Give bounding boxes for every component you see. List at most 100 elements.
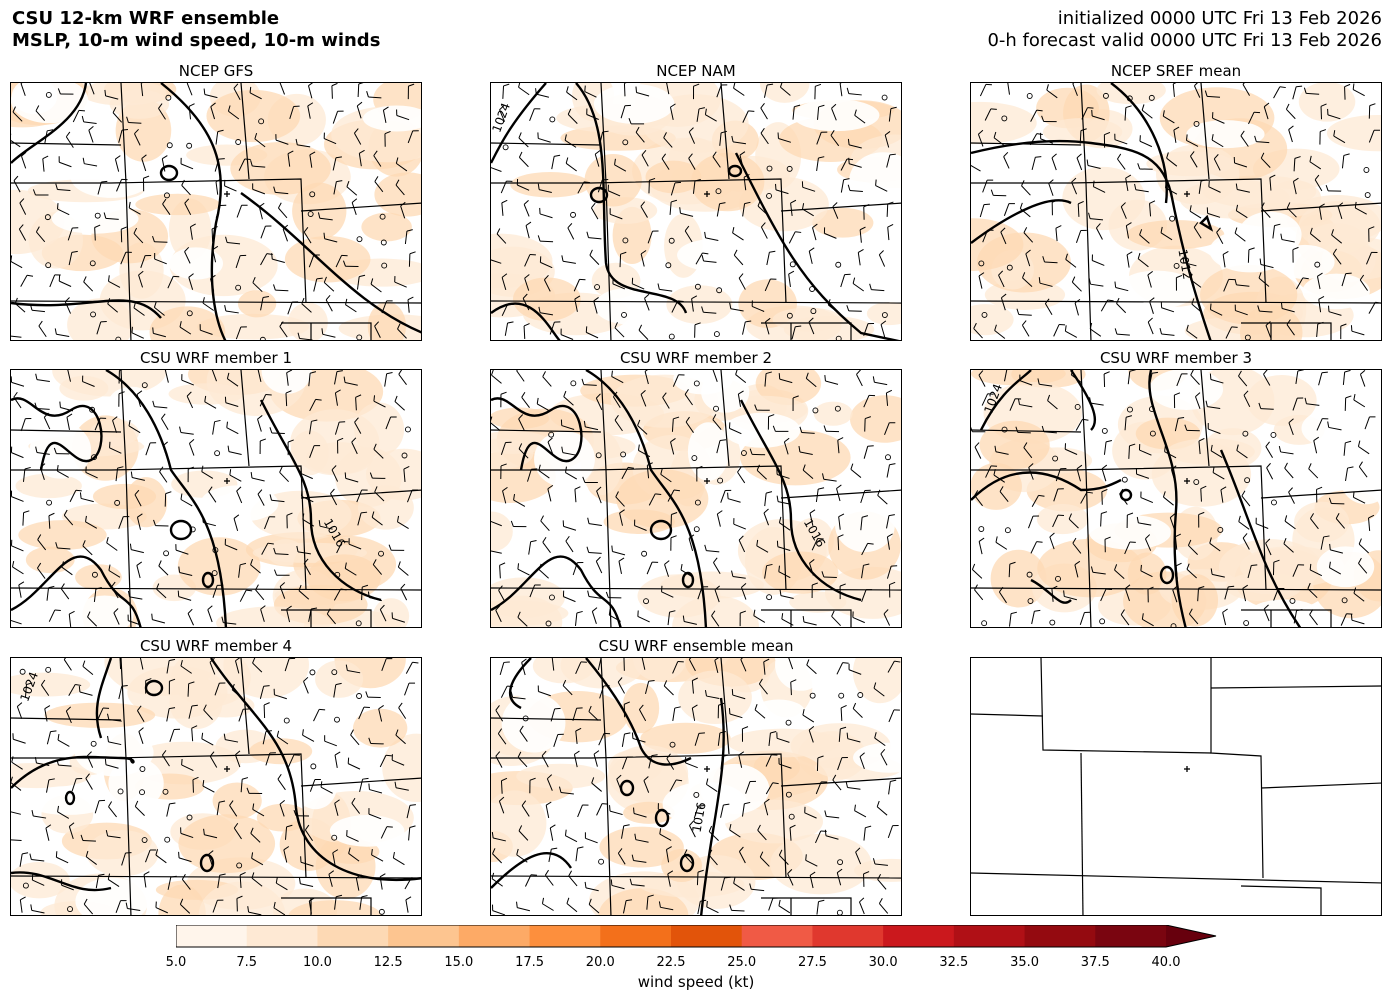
- wind-barb: [1342, 370, 1351, 385]
- wind-barb: [277, 202, 288, 219]
- wind-barb: [1052, 514, 1064, 528]
- wind-barb: [547, 484, 554, 502]
- wind-shading: [491, 430, 550, 455]
- wind-barb: [404, 682, 416, 696]
- wind-barb: [1341, 153, 1350, 169]
- isobar: [649, 519, 673, 541]
- wind-barb: [572, 707, 583, 721]
- wind-barb: [1125, 174, 1132, 192]
- wind-barb: [560, 419, 575, 430]
- calm-area: [1209, 229, 1292, 273]
- wind-shading: [762, 551, 839, 594]
- isobar: [199, 853, 215, 873]
- wind-barb: [510, 520, 527, 528]
- wind-barb: [524, 254, 536, 267]
- wind-barb: [537, 235, 554, 243]
- wind-barb: [567, 223, 575, 240]
- wind-shading: [672, 595, 759, 627]
- wind-barb: [1071, 276, 1082, 292]
- wind-barb: [224, 304, 239, 314]
- wind-barb: [321, 328, 336, 338]
- map-panel: [10, 82, 422, 341]
- wind-barb: [610, 879, 625, 890]
- wind-barb: [543, 275, 551, 292]
- wind-barb: [611, 370, 624, 384]
- wind-barb: [79, 492, 94, 503]
- wind-barb: [1255, 517, 1269, 529]
- wind-barb: [504, 321, 514, 336]
- wind-barb: [688, 127, 696, 144]
- wind-barb: [500, 777, 508, 794]
- calm-wind-circle: [141, 837, 148, 843]
- wind-barb: [1088, 212, 1104, 221]
- wind-barb: [846, 305, 862, 312]
- wind-barb: [332, 849, 339, 866]
- wind-barb: [343, 376, 358, 386]
- wind-shading: [198, 881, 286, 915]
- state-border: [240, 83, 250, 180]
- wind-barb: [1225, 326, 1238, 339]
- wind-barb: [368, 783, 383, 794]
- wind-barb: [888, 709, 900, 723]
- wind-barb: [1273, 86, 1286, 99]
- wind-barb: [116, 178, 128, 192]
- wind-barb: [1309, 563, 1323, 577]
- wind-barb: [763, 83, 774, 98]
- wind-barb: [537, 132, 551, 143]
- wind-barb: [370, 278, 382, 293]
- wind-barb: [672, 374, 685, 387]
- wind-barb: [1316, 272, 1323, 290]
- wind-barb: [889, 581, 896, 598]
- wind-barb: [20, 417, 32, 432]
- wind-barb: [840, 705, 847, 721]
- location-marker: [704, 191, 710, 197]
- wind-barb: [1120, 202, 1127, 219]
- calm-wind-circle: [668, 333, 675, 340]
- wind-barb: [643, 776, 650, 793]
- calm-area: [751, 699, 806, 725]
- wind-barb: [672, 706, 681, 721]
- calm-wind-circle: [785, 719, 792, 726]
- wind-barb: [83, 898, 94, 915]
- calm-wind-circle: [694, 283, 701, 290]
- wind-barb: [20, 274, 34, 287]
- panel-title: CSU WRF ensemble mean: [598, 637, 794, 655]
- wind-barb: [728, 422, 742, 435]
- wind-barb: [577, 804, 589, 818]
- wind-barb: [720, 803, 730, 818]
- wind-barb: [128, 419, 141, 434]
- wind-barb: [380, 826, 393, 839]
- calm-wind-circle: [356, 334, 363, 340]
- calm-area: [775, 658, 827, 691]
- wind-barb: [658, 901, 674, 911]
- calm-wind-circle: [1006, 264, 1013, 271]
- wind-barb: [1234, 304, 1248, 316]
- state-border: [300, 489, 421, 499]
- wind-barb: [1046, 84, 1058, 99]
- wind-barb: [252, 183, 266, 195]
- wind-barb: [1086, 159, 1101, 169]
- wind-barb: [831, 103, 837, 121]
- wind-barb: [54, 328, 70, 338]
- wind-shading: [1204, 428, 1262, 469]
- wind-barb: [814, 83, 822, 100]
- wind-barb: [308, 371, 317, 387]
- wind-barb: [664, 560, 670, 577]
- wind-barb: [617, 848, 626, 865]
- wind-barb: [705, 778, 718, 793]
- wind-barb: [11, 255, 23, 269]
- wind-barb: [1077, 200, 1084, 217]
- wind-barb: [756, 539, 769, 553]
- wind-barb: [880, 320, 887, 338]
- wind-barb: [575, 661, 587, 674]
- wind-barb: [284, 658, 296, 672]
- wind-barb: [1101, 464, 1108, 482]
- wind-barb: [251, 852, 264, 866]
- wind-barb: [1186, 563, 1197, 579]
- wind-barb: [694, 322, 701, 338]
- wind-barb: [277, 773, 286, 791]
- isobar: [1148, 370, 1187, 627]
- wind-barb: [519, 725, 528, 742]
- wind-barb: [45, 824, 52, 841]
- map-panel: 1024: [970, 369, 1382, 628]
